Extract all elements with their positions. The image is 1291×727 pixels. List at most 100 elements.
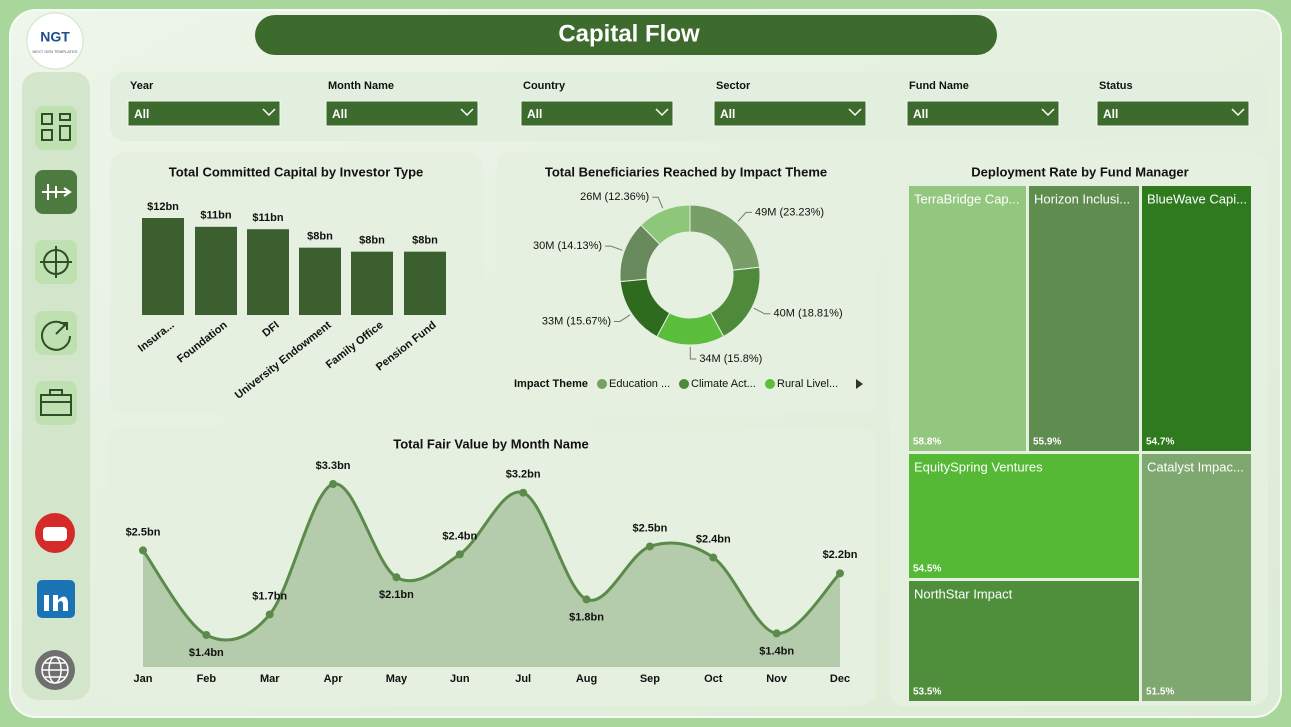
x-tick-label: Jan — [134, 673, 153, 685]
point — [519, 488, 528, 497]
bar — [351, 251, 393, 315]
tile-value: 51.5% — [1146, 687, 1174, 698]
youtube-icon-inner — [43, 527, 67, 541]
legend-swatch — [679, 379, 689, 389]
data-label: $8bn — [307, 231, 333, 243]
point — [202, 631, 211, 639]
point — [772, 629, 781, 638]
x-tick-label: Sep — [640, 673, 660, 685]
filter-dropdown[interactable] — [127, 100, 281, 127]
data-label: $2.2bn — [823, 549, 858, 561]
filter-dropdown[interactable] — [520, 100, 674, 127]
treemap-tile — [909, 454, 1139, 578]
filter-label: Sector — [716, 80, 751, 92]
data-label: $8bn — [412, 235, 438, 247]
filter-dropdown[interactable] — [1096, 100, 1250, 127]
data-label: 33M (15.67%) — [542, 315, 611, 327]
x-tick-label: Oct — [704, 673, 723, 685]
data-label: $2.5bn — [632, 522, 667, 534]
x-tick-label: Feb — [197, 673, 217, 685]
tile-value: 54.5% — [913, 564, 941, 575]
logo — [26, 12, 84, 70]
x-tick-label: May — [386, 673, 408, 685]
leader-line — [652, 196, 664, 209]
bar — [404, 251, 446, 315]
chevron — [655, 108, 669, 117]
filter-dropdown[interactable] — [325, 100, 479, 127]
tile-value: 55.9% — [1033, 437, 1061, 448]
chart-title: Deployment Rate by Fund Manager — [971, 164, 1188, 179]
treemap-tile — [909, 581, 1139, 701]
treemap-tile — [1142, 454, 1251, 701]
page-title: Capital Flow — [558, 20, 700, 47]
data-label: $1.7bn — [252, 590, 287, 602]
bar — [195, 226, 237, 315]
data-label: 26M (12.36%) — [580, 191, 649, 203]
filter-dropdown[interactable] — [906, 100, 1060, 127]
data-label: $11bn — [200, 210, 231, 222]
point — [645, 542, 654, 551]
data-label: $3.3bn — [316, 460, 351, 472]
bar — [299, 247, 341, 315]
x-tick-label: Apr — [324, 673, 344, 685]
card — [107, 428, 876, 706]
point — [265, 610, 274, 619]
leader-line — [689, 346, 697, 360]
data-label: $2.4bn — [442, 530, 477, 542]
donut-slice — [640, 204, 691, 246]
filter-dropdown[interactable] — [713, 100, 867, 127]
filter-value: All — [134, 107, 149, 121]
legend-swatch — [765, 379, 775, 389]
data-label: $12bn — [147, 201, 179, 213]
leader-line — [614, 314, 631, 322]
x-tick-label: Mar — [260, 673, 280, 685]
filter-value: All — [720, 107, 735, 121]
filter-label: Fund Name — [909, 80, 969, 92]
leader-line — [753, 307, 771, 315]
leader-line — [605, 245, 623, 251]
data-label: $1.4bn — [759, 645, 794, 657]
filter-panel — [110, 72, 1268, 141]
legend-next[interactable] — [856, 379, 863, 389]
logo-text: NGT — [40, 29, 70, 45]
area — [143, 483, 840, 667]
point — [455, 550, 464, 559]
tile-label: EquitySpring Ventures — [914, 459, 1043, 474]
data-label: 40M (18.81%) — [774, 308, 843, 320]
data-label: $1.8bn — [569, 611, 604, 623]
data-label: $2.5bn — [126, 526, 161, 538]
treemap-tile — [1142, 186, 1251, 451]
legend-label: Climate Act... — [691, 378, 756, 390]
card — [497, 152, 876, 414]
point — [139, 546, 147, 555]
filter-label: Status — [1099, 80, 1133, 92]
point — [582, 595, 591, 604]
data-label: 30M (14.13%) — [533, 240, 602, 252]
data-label: $1.4bn — [189, 647, 224, 659]
filter-label: Year — [130, 80, 154, 92]
bar — [247, 229, 289, 315]
filter-value: All — [1103, 107, 1118, 121]
filter-value: All — [332, 107, 347, 121]
point — [836, 569, 844, 578]
tile-label: Horizon Inclusi... — [1034, 191, 1130, 206]
treemap-tile — [909, 186, 1026, 451]
data-label: $3.2bn — [506, 469, 541, 481]
data-label: 49M (23.23%) — [755, 206, 824, 218]
chevron — [460, 108, 474, 117]
logo-caption: NEXT GEN TEMPLATES — [33, 49, 78, 54]
chevron — [1231, 108, 1245, 117]
tile-value: 54.7% — [1146, 437, 1174, 448]
leader-line — [737, 211, 753, 222]
data-label: $11bn — [252, 212, 283, 224]
filter-value: All — [527, 107, 542, 121]
tile-label: NorthStar Impact — [914, 586, 1013, 601]
filter-value: All — [913, 107, 928, 121]
bar — [142, 218, 184, 315]
treemap-tile — [1029, 186, 1139, 451]
point — [329, 480, 338, 488]
chart-title: Total Beneficiaries Reached by Impact Th… — [545, 164, 827, 179]
chevron — [1041, 108, 1055, 117]
title-bar — [255, 15, 997, 55]
